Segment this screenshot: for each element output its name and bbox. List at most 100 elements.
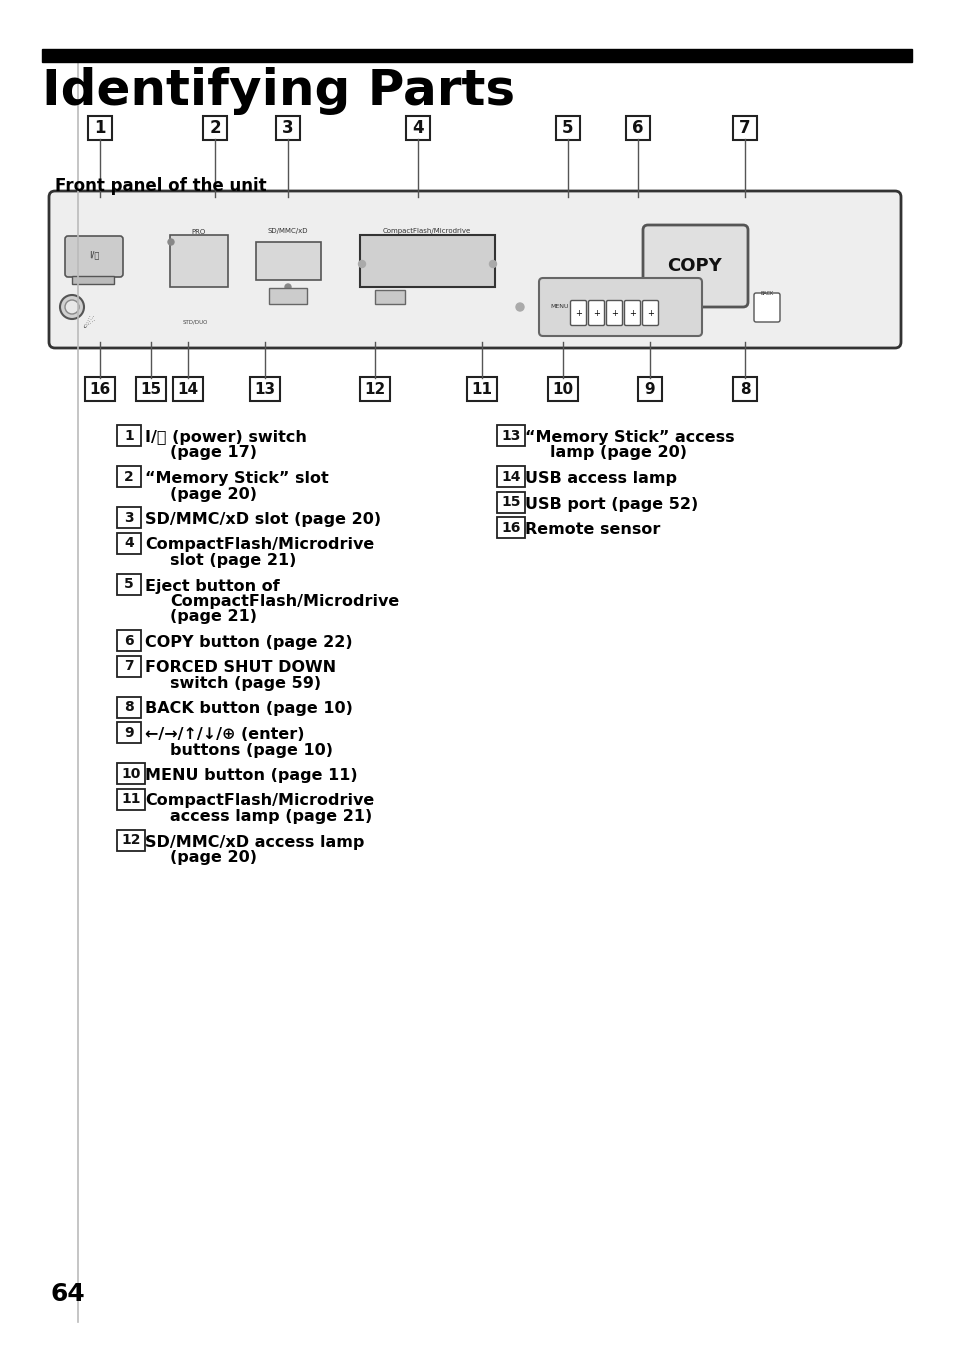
Circle shape <box>65 300 79 314</box>
Text: SD/MMC/xD slot (page 20): SD/MMC/xD slot (page 20) <box>145 512 381 527</box>
Text: (page 21): (page 21) <box>170 610 256 625</box>
Text: +: + <box>575 308 581 318</box>
Text: I/⌛: I/⌛ <box>89 250 99 260</box>
FancyBboxPatch shape <box>753 293 780 322</box>
Text: BACK button (page 10): BACK button (page 10) <box>145 702 353 717</box>
FancyBboxPatch shape <box>638 377 661 402</box>
Circle shape <box>489 261 496 268</box>
FancyBboxPatch shape <box>203 116 227 141</box>
Text: 4: 4 <box>412 119 423 137</box>
Text: 10: 10 <box>121 767 140 780</box>
Text: 16: 16 <box>90 381 111 396</box>
Text: 9: 9 <box>124 726 133 740</box>
Text: CompactFlash/Microdrive: CompactFlash/Microdrive <box>382 228 471 234</box>
FancyBboxPatch shape <box>497 492 524 512</box>
Text: I/⌛ (power) switch: I/⌛ (power) switch <box>145 430 307 445</box>
FancyBboxPatch shape <box>538 279 701 337</box>
Text: 12: 12 <box>121 833 141 848</box>
FancyBboxPatch shape <box>497 426 524 446</box>
FancyBboxPatch shape <box>556 116 579 141</box>
FancyBboxPatch shape <box>641 300 658 326</box>
Text: 15: 15 <box>140 381 161 396</box>
Circle shape <box>285 284 291 289</box>
Text: USB access lamp: USB access lamp <box>524 470 677 485</box>
FancyBboxPatch shape <box>117 788 145 810</box>
Bar <box>359 235 495 287</box>
FancyBboxPatch shape <box>606 300 622 326</box>
Text: 1: 1 <box>94 119 106 137</box>
Text: 15: 15 <box>500 495 520 510</box>
Text: 13: 13 <box>254 381 275 396</box>
Text: STD/DUO: STD/DUO <box>182 319 208 324</box>
FancyBboxPatch shape <box>117 466 141 487</box>
Text: CompactFlash/Microdrive: CompactFlash/Microdrive <box>170 594 399 608</box>
Text: FORCED SHUT DOWN: FORCED SHUT DOWN <box>145 661 335 676</box>
Text: 6: 6 <box>632 119 643 137</box>
Bar <box>375 289 405 304</box>
Text: 10: 10 <box>552 381 573 396</box>
Text: ←/→/↑/↓/⊕ (enter): ←/→/↑/↓/⊕ (enter) <box>145 727 304 742</box>
Text: CompactFlash/Microdrive: CompactFlash/Microdrive <box>145 538 374 553</box>
FancyBboxPatch shape <box>49 191 900 347</box>
Text: 6: 6 <box>124 634 133 648</box>
Text: COPY button (page 22): COPY button (page 22) <box>145 635 353 650</box>
FancyBboxPatch shape <box>117 696 141 718</box>
Text: “Memory Stick” access: “Memory Stick” access <box>524 430 734 445</box>
FancyBboxPatch shape <box>65 237 123 277</box>
FancyBboxPatch shape <box>547 377 578 402</box>
FancyBboxPatch shape <box>570 300 586 326</box>
Circle shape <box>60 295 84 319</box>
Text: SD/MMC/xD access lamp: SD/MMC/xD access lamp <box>145 834 364 849</box>
Text: 11: 11 <box>471 381 492 396</box>
FancyBboxPatch shape <box>467 377 497 402</box>
FancyBboxPatch shape <box>117 764 145 784</box>
Text: (page 17): (page 17) <box>170 446 256 461</box>
Text: buttons (page 10): buttons (page 10) <box>170 742 333 757</box>
Text: 2: 2 <box>124 469 133 484</box>
FancyBboxPatch shape <box>250 377 280 402</box>
FancyBboxPatch shape <box>275 116 299 141</box>
Text: ☄: ☄ <box>82 316 94 331</box>
Text: +: + <box>593 308 599 318</box>
Text: 11: 11 <box>121 792 141 806</box>
Text: 4: 4 <box>124 537 133 550</box>
Bar <box>71 276 113 284</box>
FancyBboxPatch shape <box>588 300 604 326</box>
Text: 8: 8 <box>124 700 133 714</box>
Text: 2: 2 <box>209 119 220 137</box>
Text: MENU button (page 11): MENU button (page 11) <box>145 768 357 783</box>
Text: 64: 64 <box>50 1282 85 1306</box>
FancyBboxPatch shape <box>117 533 141 554</box>
FancyBboxPatch shape <box>117 426 141 446</box>
Circle shape <box>168 239 173 245</box>
Text: switch (page 59): switch (page 59) <box>170 676 321 691</box>
Text: Front panel of the unit: Front panel of the unit <box>55 177 266 195</box>
Circle shape <box>516 303 523 311</box>
Text: 12: 12 <box>364 381 385 396</box>
Text: 3: 3 <box>124 511 133 525</box>
Text: 9: 9 <box>644 381 655 396</box>
FancyBboxPatch shape <box>136 377 166 402</box>
Text: COPY: COPY <box>667 257 721 274</box>
Text: “Memory Stick” slot: “Memory Stick” slot <box>145 470 329 485</box>
Text: 14: 14 <box>500 469 520 484</box>
Text: Eject button of: Eject button of <box>145 579 279 594</box>
Text: 14: 14 <box>177 381 198 396</box>
FancyBboxPatch shape <box>625 116 649 141</box>
Bar <box>269 288 307 304</box>
FancyBboxPatch shape <box>732 377 757 402</box>
FancyBboxPatch shape <box>117 722 141 744</box>
Text: PRO: PRO <box>192 228 206 235</box>
FancyBboxPatch shape <box>117 830 145 850</box>
Text: 3: 3 <box>282 119 294 137</box>
Text: 16: 16 <box>500 521 520 535</box>
Text: slot (page 21): slot (page 21) <box>170 553 296 568</box>
FancyBboxPatch shape <box>85 377 115 402</box>
Circle shape <box>358 261 365 268</box>
FancyBboxPatch shape <box>117 630 141 652</box>
Bar <box>42 49 911 62</box>
Text: (page 20): (page 20) <box>170 850 256 865</box>
Text: SD/MMC/xD: SD/MMC/xD <box>268 228 308 234</box>
Bar <box>255 242 320 280</box>
Text: BACK: BACK <box>760 291 773 296</box>
